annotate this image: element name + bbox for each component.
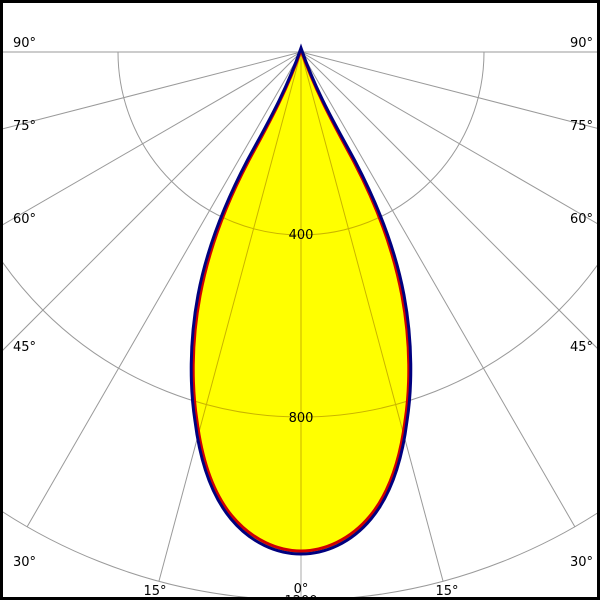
grid-spoke-45-left (3, 51, 302, 351)
beam-curve-c0 (189, 43, 413, 556)
grid-spoke-75-left (3, 51, 302, 130)
beam-curve-c90 (191, 45, 411, 553)
angle-label-bottom-15-left: 15° (143, 584, 166, 599)
grid-spoke-30-left (26, 51, 302, 528)
radial-label-1200: 1200 (284, 594, 317, 600)
angle-label-right-30: 30° (570, 555, 593, 570)
angle-label-right-75: 75° (570, 119, 593, 134)
angle-label-left-30: 30° (13, 555, 36, 570)
radial-value-labels: 400 800 (289, 228, 314, 426)
angle-label-bottom-15-right: 15° (435, 584, 458, 599)
grid-spoke-15-right-inner (300, 51, 411, 554)
grid-spoke-60-right (300, 51, 597, 224)
angle-labels-left: 90° 75° 60° 45° 30° (13, 36, 36, 570)
angle-label-left-90: 90° (13, 36, 36, 51)
angle-label-left-75: 75° (13, 119, 36, 134)
grid-spoke-15-left-inner (191, 51, 302, 554)
grid-spoke-45-right (300, 51, 597, 349)
angle-labels-bottom: 15° 0° 1200 15° (143, 582, 458, 600)
polar-plot: 90° 75° 60° 45° 30° 90° 75° 60° 45° 30° … (3, 3, 597, 600)
grid-spoke-30-right (300, 51, 576, 528)
radial-label-400: 400 (289, 228, 314, 243)
angle-label-right-90: 90° (570, 36, 593, 51)
angle-label-left-60: 60° (13, 212, 36, 227)
angle-label-bottom-0: 0° (294, 582, 309, 597)
grid-spoke-60-left (3, 51, 302, 226)
radial-label-800: 800 (289, 411, 314, 426)
angle-labels-right: 90° 75° 60° 45° 30° (570, 36, 593, 570)
angle-label-right-60: 60° (570, 212, 593, 227)
angle-label-left-45: 45° (13, 340, 36, 355)
angle-label-right-45: 45° (570, 340, 593, 355)
grid-spoke-75-right (300, 51, 597, 129)
